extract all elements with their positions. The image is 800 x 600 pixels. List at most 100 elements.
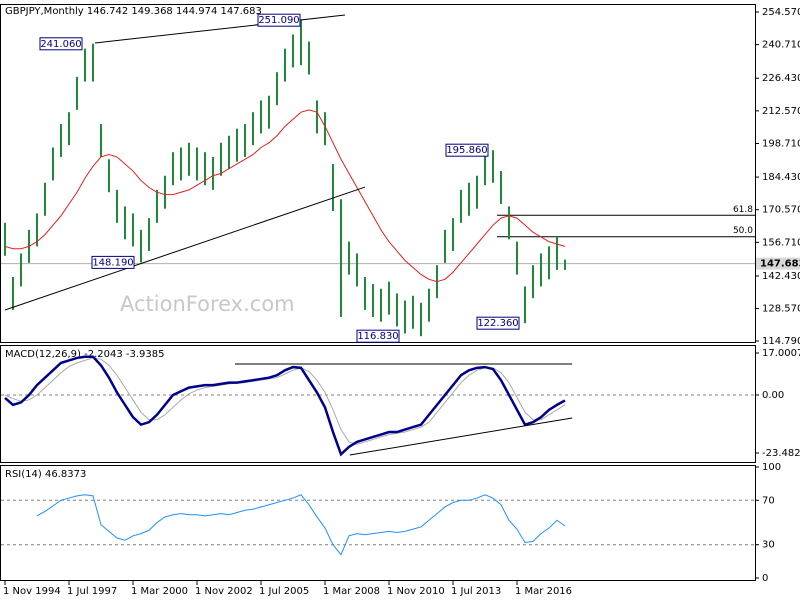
price-bar: [196, 147, 198, 181]
fib-label: 61.8: [733, 205, 753, 215]
price-bar: [412, 295, 414, 329]
y-tick-label: 128.570: [762, 304, 800, 315]
price-bar: [260, 100, 262, 134]
price-bar: [36, 213, 38, 247]
annotation-label: 241.060: [40, 39, 81, 50]
price-bar: [348, 241, 350, 275]
price-bar: [444, 229, 446, 263]
y-tick-label: 142.430: [762, 271, 800, 282]
price-bar: [380, 288, 382, 322]
y-tick-label: 212.570: [762, 106, 800, 117]
annotation-label: 148.190: [92, 257, 133, 268]
price-bar: [76, 76, 78, 110]
price-bar: [12, 276, 14, 310]
price-bar: [188, 142, 190, 176]
y-tick-label: -23.4823: [762, 448, 800, 459]
y-tick-label: 30: [762, 540, 775, 551]
x-tick-label: 1 Nov 2010: [387, 586, 445, 597]
y-tick-label: 70: [762, 495, 775, 506]
y-tick-label: 17.0007: [762, 348, 800, 359]
y-tick-label: 198.710: [762, 138, 800, 149]
price-bar: [564, 259, 566, 270]
y-tick-label: 254.570: [762, 7, 800, 18]
price-bar: [220, 142, 222, 176]
y-tick-label: 0.00: [762, 390, 784, 401]
macd-header: MACD(12,26,9) -2.2043 -3.9385: [5, 349, 165, 360]
price-bar: [540, 253, 542, 287]
watermark: ActionForex.com: [120, 292, 295, 316]
price-bar: [372, 284, 374, 317]
annotation-label: 116.830: [357, 331, 398, 342]
rsi-panel: [0, 465, 756, 581]
price-header: GBPJPY,Monthly 146.742 149.368 144.974 1…: [5, 6, 262, 17]
price-bar: [500, 171, 502, 204]
price-bar: [268, 95, 270, 129]
price-bar: [292, 34, 294, 68]
price-bar: [68, 112, 70, 146]
price-bar: [396, 293, 398, 327]
annotation-label: 195.860: [446, 145, 487, 156]
price-bar: [156, 189, 158, 223]
x-tick-label: 1 Jul 1997: [67, 586, 117, 597]
price-bar: [252, 112, 254, 146]
annotation-box: [257, 13, 301, 27]
x-tick-label: 1 Nov 2002: [195, 586, 253, 597]
price-bar: [484, 152, 486, 186]
price-bar: [356, 253, 358, 287]
rsi-header: RSI(14) 46.8373: [5, 469, 86, 480]
price-bar: [132, 213, 134, 247]
price-bar: [508, 206, 510, 240]
trendline: [94, 14, 346, 44]
y-tick-label: 114.790: [762, 336, 800, 347]
price-bar: [204, 152, 206, 186]
annotation-label: 251.090: [258, 15, 299, 26]
price-bar: [148, 218, 150, 252]
y-tick-label: 170.570: [762, 205, 800, 216]
price-bar: [548, 246, 550, 280]
price-bar: [180, 147, 182, 181]
price-bar: [332, 163, 334, 212]
price-bar: [284, 48, 286, 82]
price-bar: [428, 288, 430, 322]
x-tick-label: 1 Mar 2008: [323, 586, 380, 597]
y-tick-label: 184.430: [762, 172, 800, 183]
price-bar: [164, 175, 166, 209]
trendline: [4, 186, 366, 311]
y-tick-label: 156.710: [762, 237, 800, 248]
price-bar: [468, 182, 470, 216]
series-line: [36, 494, 566, 556]
annotation-label: 122.360: [477, 318, 518, 329]
macd-panel: [0, 345, 756, 463]
price-bar: [228, 135, 230, 169]
price-bar: [364, 276, 366, 310]
last-price-label: 147.683: [760, 259, 800, 270]
price-bar: [308, 41, 310, 75]
series-line: [4, 355, 566, 457]
price-bar: [172, 152, 174, 186]
price-bar: [316, 100, 318, 134]
y-tick-label: 240.710: [762, 40, 800, 51]
x-tick-label: 1 Mar 2016: [515, 586, 572, 597]
price-bar: [420, 302, 422, 337]
price-bar: [100, 123, 102, 157]
price-bar: [524, 286, 526, 324]
trendline: [349, 417, 573, 456]
series-line: [4, 357, 566, 445]
price-bar: [92, 43, 94, 82]
x-tick-label: 1 Nov 1994: [3, 586, 61, 597]
price-bar: [476, 175, 478, 209]
price-bar: [276, 72, 278, 106]
price-bar: [244, 123, 246, 157]
series-line: [4, 109, 566, 283]
y-tick-label: 226.430: [762, 73, 800, 84]
price-bar: [44, 182, 46, 216]
price-bar: [388, 281, 390, 315]
price-bar: [460, 189, 462, 223]
price-bar: [212, 156, 214, 190]
price-bar: [300, 20, 302, 66]
annotation-box: [476, 316, 520, 330]
price-bar: [84, 48, 86, 82]
annotation-box: [91, 255, 135, 269]
annotation-box: [39, 37, 83, 51]
